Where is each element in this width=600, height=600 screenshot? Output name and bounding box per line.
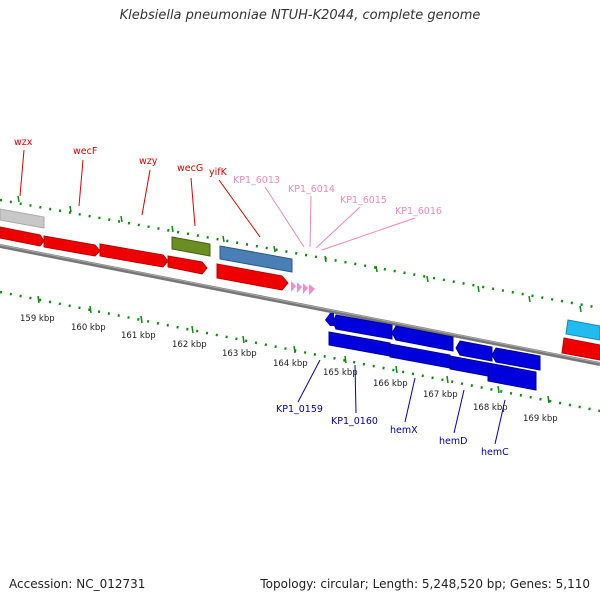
ruler-tick-label: 166 kbp (373, 379, 408, 389)
leader-line (453, 389, 465, 434)
ruler-tick-label: 169 kbp (523, 414, 558, 424)
gene-blue-3[interactable] (455, 340, 493, 362)
ruler-tick-label: 167 kbp (423, 390, 458, 400)
topology-label: Topology: circular; Length: 5,248,520 bp… (260, 577, 590, 591)
ruler-tick-label: 168 kbp (473, 403, 508, 413)
ruler-tick-label: 159 kbp (20, 314, 55, 324)
gene-red-4[interactable] (167, 255, 208, 275)
leader-line (218, 179, 261, 238)
gene-blue-small[interactable] (325, 313, 334, 326)
ruler-tick (547, 395, 550, 404)
gene-blue-1[interactable] (332, 314, 393, 340)
ruler-tick-label: 163 kbp (222, 349, 257, 359)
gene-label-yifK: yifK (209, 167, 228, 178)
gene-yifK[interactable] (219, 245, 293, 273)
gene-label-wecG: wecG (177, 163, 203, 174)
gene-wzx[interactable] (0, 208, 45, 229)
gene-label-wzx: wzx (14, 137, 33, 148)
map-title: Klebsiella pneumoniae NTUH-K2044, comple… (119, 8, 481, 23)
gene-label-KP1_6014: KP1_6014 (288, 184, 335, 195)
gene-wecG[interactable] (171, 236, 211, 257)
leader-line (321, 217, 416, 251)
gene-red-2[interactable] (43, 235, 101, 257)
ruler-tick (222, 235, 225, 243)
gene-label-KP1_6013: KP1_6013 (233, 175, 280, 186)
gene-KP1_6016[interactable] (309, 284, 315, 295)
lower-dotted-track (0, 290, 600, 413)
ruler-tick-label: 164 kbp (273, 359, 308, 369)
gene-label-hemD: hemD (439, 436, 467, 447)
ruler-tick (477, 285, 480, 293)
ruler-tick (171, 225, 174, 233)
gene-KP1_6015[interactable] (303, 283, 308, 294)
gene-KP1_6014[interactable] (297, 282, 302, 293)
leader-line (354, 364, 357, 414)
gene-hemC[interactable] (487, 362, 537, 391)
ruler-tick (37, 295, 40, 304)
gene-labels: wzx wecF wzy wecG yifK KP1_6013 KP1_6014 KP1_60… (14, 137, 509, 458)
ruler-tick-label: 160 kbp (71, 323, 106, 333)
leader-line (264, 186, 305, 248)
ruler-tick (69, 205, 72, 213)
ruler-tick (395, 365, 398, 374)
gene-label-wecF: wecF (73, 146, 97, 157)
ruler-tick (446, 375, 449, 384)
leader-line (309, 195, 312, 248)
ruler-tick (242, 335, 245, 344)
ruler-tick (324, 255, 327, 263)
leader-line (78, 159, 84, 207)
genome-backbone-highlight (0, 244, 600, 364)
leader-line (494, 399, 506, 445)
gene-label-KP1_6015: KP1_6015 (340, 195, 387, 206)
leader-line (404, 377, 416, 423)
ruler-tick (89, 305, 92, 314)
gene-label-KP1_0160: KP1_0160 (331, 416, 378, 427)
ruler-tick-label: 165 kbp (323, 368, 358, 378)
ruler-tick (293, 345, 296, 354)
gene-label-KP1_6016: KP1_6016 (395, 206, 442, 217)
ruler-tick (375, 265, 378, 273)
ruler-tick (426, 275, 429, 283)
ruler-tick (17, 195, 20, 203)
ruler-tick (528, 295, 531, 303)
ruler-tick (140, 315, 143, 324)
gene-blue-2[interactable] (391, 325, 454, 352)
leader-line (190, 177, 196, 227)
leader-line (19, 149, 25, 197)
ruler-tick-label: 162 kbp (172, 340, 207, 350)
gene-red-3[interactable] (99, 243, 169, 268)
gene-label-hemC: hemC (481, 447, 509, 458)
gene-red-1[interactable] (0, 226, 45, 247)
ruler-tick (579, 305, 582, 313)
ruler-tick (120, 215, 123, 223)
ruler-tick (273, 245, 276, 253)
ruler-tick (497, 385, 500, 394)
gene-label-wzy: wzy (139, 156, 158, 167)
gene-KP1_6013[interactable] (291, 281, 296, 292)
gene-red-5[interactable] (216, 263, 289, 291)
gene-red-right[interactable] (561, 337, 600, 361)
gene-blue-4[interactable] (491, 347, 541, 371)
ruler-tick (191, 325, 194, 334)
gene-label-KP1_0159: KP1_0159 (276, 404, 323, 415)
genome-backbone (0, 244, 600, 366)
upper-dotted-track (0, 198, 600, 310)
ruler-tick (344, 355, 347, 364)
leader-line (315, 206, 361, 249)
gene-cyan[interactable] (565, 319, 600, 341)
leader-line (297, 359, 321, 403)
ruler-tick-label: 161 kbp (121, 331, 156, 341)
gene-label-hemX: hemX (390, 425, 418, 436)
ruler: 159 kbp 160 kbp 161 kbp 162 kbp 163 kbp 164 k… (17, 195, 582, 424)
leader-line (141, 169, 151, 216)
gene-features (0, 208, 600, 391)
accession-label: Accession: NC_012731 (9, 577, 146, 591)
